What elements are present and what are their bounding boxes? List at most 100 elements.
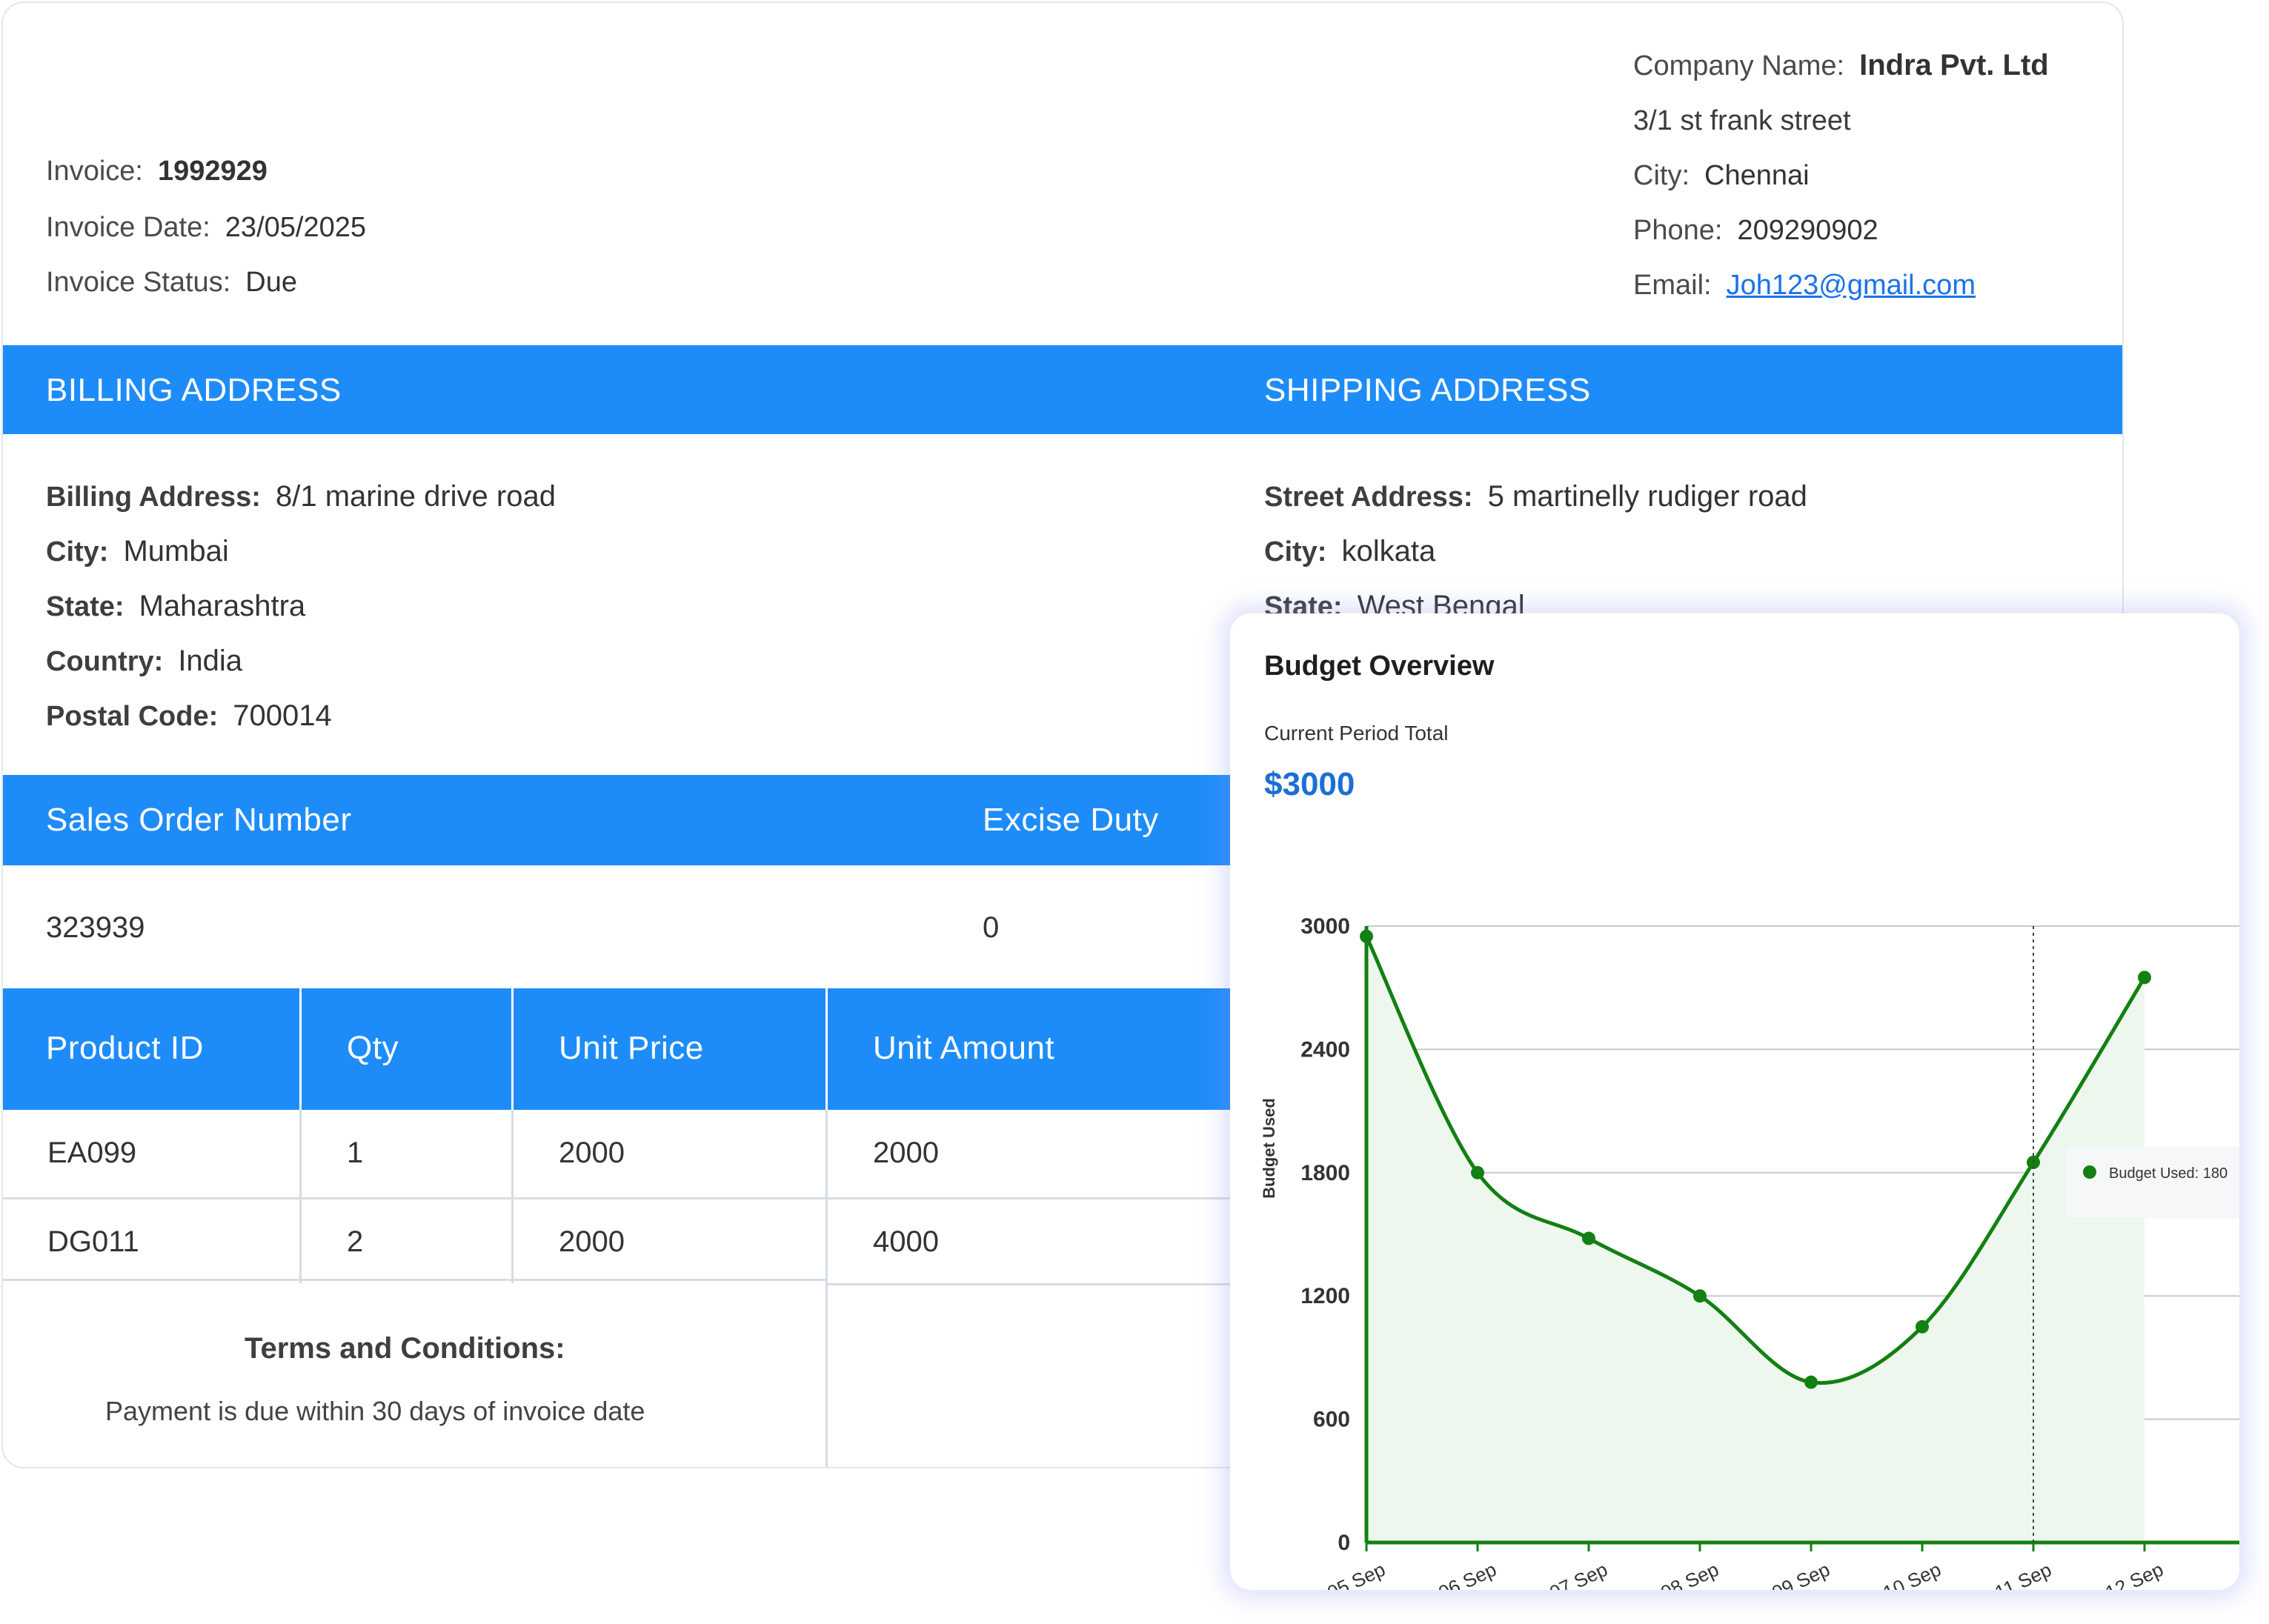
company-city-label: City:	[1633, 160, 1690, 191]
company-city: Chennai	[1704, 160, 1810, 191]
data-point	[1693, 1289, 1707, 1303]
budget-subtitle: Current Period Total	[1264, 722, 1449, 745]
unit-amount-header: Unit Amount	[873, 1030, 1055, 1066]
invoice-status-label: Invoice Status:	[46, 267, 231, 298]
shipping-city-label: City:	[1264, 536, 1327, 568]
column-divider	[299, 1110, 302, 1283]
budget-total: $3000	[1264, 766, 1355, 802]
x-tick-label: 09 Sep	[1769, 1558, 1833, 1590]
excise-duty-header: Excise Duty	[983, 802, 1159, 838]
billing-postal-value: 700014	[233, 699, 332, 732]
company-email-row: Email: Joh123@gmail.com	[1633, 270, 1976, 302]
shipping-address-header: SHIPPING ADDRESS	[1264, 372, 1591, 408]
data-point	[1804, 1375, 1818, 1389]
row-divider	[3, 1279, 827, 1281]
invoice-status-row: Invoice Status: Due	[46, 267, 297, 299]
invoice-date: 23/05/2025	[225, 212, 366, 243]
invoice-date-label: Invoice Date:	[46, 212, 210, 243]
billing-city-label: City:	[46, 536, 109, 568]
invoice-number: 1992929	[157, 156, 268, 187]
qty-cell: 1	[347, 1137, 364, 1169]
company-email-link[interactable]: Joh123@gmail.com	[1726, 270, 1976, 301]
row-divider	[3, 1197, 2122, 1199]
invoice-number-row: Invoice: 1992929	[46, 156, 268, 187]
product-id-cell: EA099	[47, 1137, 137, 1169]
qty-cell: 2	[347, 1225, 364, 1258]
billing-country-row: Country: India	[46, 645, 242, 678]
billing-address-label: Billing Address:	[46, 482, 261, 513]
invoice-number-label: Invoice:	[46, 156, 143, 187]
billing-country-value: India	[178, 645, 243, 677]
chart-tooltip: Budget Used: 180	[2066, 1147, 2239, 1218]
y-tick-label: 3000	[1300, 914, 1350, 939]
y-tick-label: 1200	[1300, 1284, 1350, 1308]
unit-price-cell: 2000	[559, 1137, 625, 1169]
shipping-city-value: kolkata	[1341, 535, 1436, 568]
terms-body: Payment is due within 30 days of invoice…	[105, 1396, 645, 1426]
budget-overview-card: Budget Overview Current Period Total $30…	[1230, 613, 2239, 1590]
terms-title: Terms and Conditions:	[245, 1332, 565, 1365]
address-header-band: BILLING ADDRESS SHIPPING ADDRESS	[3, 345, 2122, 434]
product-id-header: Product ID	[46, 1030, 204, 1066]
shipping-street-value: 5 martinelly rudiger road	[1487, 480, 1807, 513]
x-tick-label: 07 Sep	[1547, 1558, 1611, 1590]
unit-price-header: Unit Price	[559, 1030, 704, 1066]
billing-city-row: City: Mumbai	[46, 535, 229, 568]
tooltip-box	[2066, 1147, 2239, 1218]
tooltip-series-dot	[2083, 1165, 2096, 1179]
budget-title: Budget Overview	[1264, 650, 1495, 682]
company-phone-label: Phone:	[1633, 215, 1723, 246]
billing-city-value: Mumbai	[123, 535, 229, 568]
company-phone-row: Phone: 209290902	[1633, 215, 1878, 247]
company-name: Indra Pvt. Ltd	[1859, 49, 2049, 81]
sales-order-number-value: 323939	[46, 911, 145, 944]
x-tick-label: 08 Sep	[1658, 1558, 1722, 1590]
product-id-cell: DG011	[47, 1225, 139, 1258]
shipping-street-row: Street Address: 5 martinelly rudiger road	[1264, 480, 1807, 513]
y-tick-label: 0	[1338, 1531, 1350, 1555]
billing-address-row: Billing Address: 8/1 marine drive road	[46, 480, 556, 513]
invoice-date-row: Invoice Date: 23/05/2025	[46, 212, 366, 244]
billing-postal-row: Postal Code: 700014	[46, 699, 332, 733]
y-tick-label: 600	[1313, 1408, 1350, 1432]
data-point	[1582, 1231, 1595, 1245]
tooltip-text: Budget Used: 180	[2109, 1165, 2228, 1182]
data-point	[1916, 1320, 1929, 1334]
unit-price-cell: 2000	[559, 1225, 625, 1258]
shipping-street-label: Street Address:	[1264, 482, 1473, 513]
column-divider	[511, 1110, 514, 1283]
excise-duty-value: 0	[983, 911, 1000, 944]
header-divider	[825, 988, 828, 1110]
billing-country-label: Country:	[46, 646, 164, 677]
company-name-row: Company Name: Indra Pvt. Ltd	[1633, 49, 2049, 82]
company-phone: 209290902	[1737, 215, 1878, 246]
shipping-city-row: City: kolkata	[1264, 535, 1435, 568]
y-axis-label: Budget Used	[1260, 1098, 1278, 1199]
data-point	[1471, 1165, 1484, 1179]
y-tick-label: 1800	[1300, 1161, 1350, 1185]
unit-amount-cell: 2000	[873, 1137, 939, 1169]
billing-address-value: 8/1 marine drive road	[275, 480, 556, 513]
header-divider	[511, 988, 514, 1110]
company-city-row: City: Chennai	[1633, 160, 1810, 192]
billing-address-header: BILLING ADDRESS	[46, 372, 342, 408]
x-tick-label: 10 Sep	[1880, 1558, 1944, 1590]
unit-amount-cell: 4000	[873, 1225, 939, 1258]
billing-state-value: Maharashtra	[139, 590, 306, 622]
column-divider	[825, 1110, 828, 1467]
data-point	[2138, 971, 2151, 985]
budget-line-chart: 0 600 1200 1800 2400 3000 05 Sep 06 Sep 07 Sep 08…	[1260, 914, 2239, 1590]
x-tick-label: 12 Sep	[2102, 1558, 2167, 1590]
qty-header: Qty	[347, 1030, 399, 1066]
x-tick-label: 06 Sep	[1435, 1558, 1500, 1590]
billing-state-row: State: Maharashtra	[46, 590, 305, 623]
series-area	[1366, 936, 2145, 1543]
company-street: 3/1 st frank street	[1633, 105, 1851, 136]
company-email-label: Email:	[1633, 270, 1712, 301]
invoice-status: Due	[245, 267, 297, 298]
y-tick-label: 2400	[1300, 1037, 1350, 1062]
billing-postal-label: Postal Code:	[46, 701, 219, 732]
x-tick-label: 05 Sep	[1324, 1558, 1389, 1590]
header-divider	[299, 988, 302, 1110]
billing-state-label: State:	[46, 591, 124, 622]
